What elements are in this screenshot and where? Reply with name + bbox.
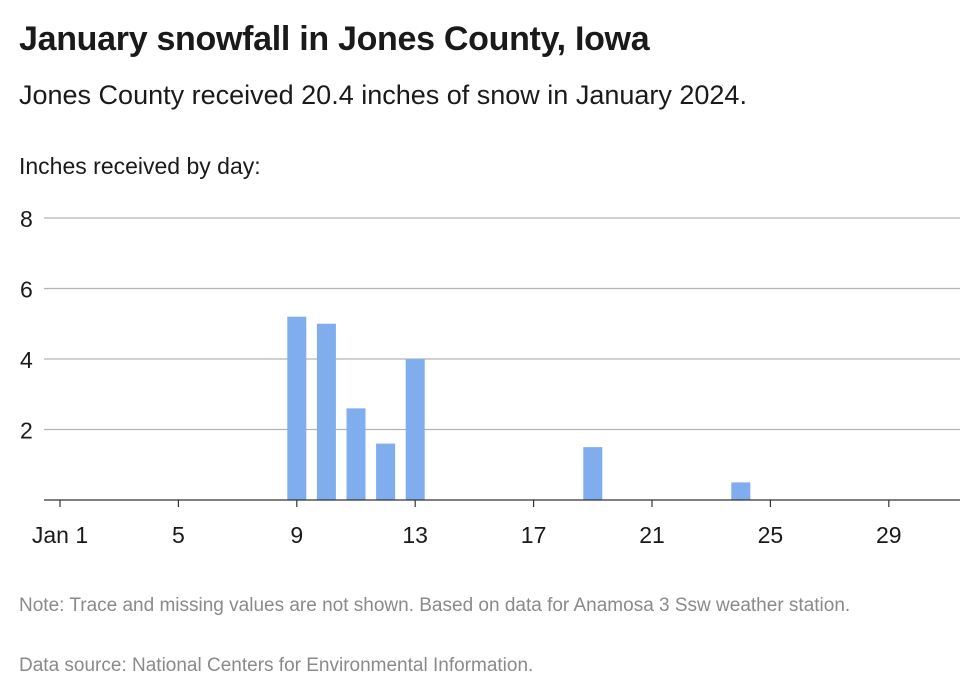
bar xyxy=(376,443,396,500)
data-source: Data source: National Centers for Enviro… xyxy=(19,655,534,676)
bar xyxy=(405,359,425,500)
x-tick-label: 17 xyxy=(521,522,547,548)
x-tick-label: 29 xyxy=(876,522,902,548)
chart-title: January snowfall in Jones County, Iowa xyxy=(19,20,650,58)
y-tick-label: 2 xyxy=(20,418,33,444)
y-tick-labels: 2 4 6 8 xyxy=(20,206,33,444)
bar xyxy=(287,316,307,500)
chart-note: Note: Trace and missing values are not s… xyxy=(19,595,851,616)
bar xyxy=(731,482,751,500)
bar xyxy=(316,323,336,500)
y-axis-label: Inches received by day: xyxy=(19,153,261,179)
x-tick-label: 13 xyxy=(402,522,428,548)
x-tick-label: Jan 1 xyxy=(32,522,88,548)
y-tick-label: 8 xyxy=(20,206,33,232)
bar xyxy=(346,408,366,500)
chart-subtitle: Jones County received 20.4 inches of sno… xyxy=(19,80,747,110)
bar xyxy=(583,447,603,500)
x-tick-label: 25 xyxy=(758,522,784,548)
x-tick-label: 5 xyxy=(172,522,185,548)
x-tick-labels: Jan 1 5 9 13 17 21 25 29 xyxy=(32,522,902,548)
snowfall-bar-chart: 2 4 6 8 Jan 1 5 9 13 17 21 25 29 xyxy=(20,206,960,548)
y-tick-label: 6 xyxy=(20,277,33,303)
x-tick-label: 21 xyxy=(639,522,665,548)
y-tick-label: 4 xyxy=(20,347,33,373)
gridlines xyxy=(44,217,960,431)
bars xyxy=(287,316,751,500)
x-tick-label: 9 xyxy=(290,522,303,548)
x-axis xyxy=(44,499,960,507)
